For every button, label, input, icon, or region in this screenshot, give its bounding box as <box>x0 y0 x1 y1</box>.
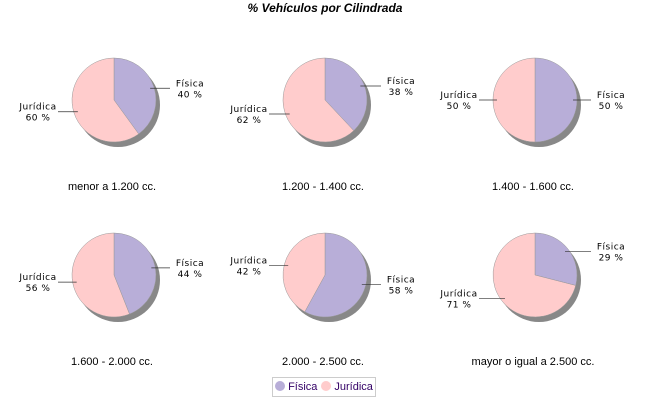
legend-swatch-fisica <box>275 381 286 391</box>
pie-slice-fisica <box>113 232 157 315</box>
legend: Física Jurídica <box>272 377 376 397</box>
slice-label-name: Física <box>597 243 625 253</box>
slice-label-value: 50 % <box>599 102 624 112</box>
pie-category-label: 2.000 - 2.500 cc. <box>282 356 364 368</box>
pie-slice-juridica <box>282 57 355 143</box>
slice-label-name: Física <box>597 91 625 101</box>
slice-label-name: Jurídica <box>439 289 477 299</box>
slice-label-value: 42 % <box>237 268 262 278</box>
slice-label-value: 62 % <box>237 116 262 126</box>
pie-category-label: menor a 1.200 cc. <box>68 181 156 193</box>
slice-label-value: 71 % <box>447 300 472 310</box>
pie-category-label: 1.600 - 2.000 cc. <box>71 356 153 368</box>
slice-label-name: Jurídica <box>18 103 56 113</box>
legend-item-fisica: Física <box>275 381 317 393</box>
slice-label-name: Jurídica <box>439 91 477 101</box>
pie-slice-juridica <box>282 232 326 313</box>
slice-label-name: Física <box>176 259 204 269</box>
slice-label-value: 29 % <box>599 254 624 264</box>
pie-slice-juridica <box>492 57 536 143</box>
pie-slice-juridica <box>492 232 576 318</box>
pie-slice-fisica <box>113 57 157 135</box>
slice-label-name: Jurídica <box>18 273 56 283</box>
slice-label-name: Jurídica <box>229 257 267 267</box>
slice-label-value: 44 % <box>178 270 203 280</box>
slice-label-value: 56 % <box>26 284 51 294</box>
pie-slice-fisica <box>534 232 578 286</box>
pie-category-label: 1.400 - 1.600 cc. <box>492 181 574 193</box>
slice-label-name: Física <box>176 79 204 89</box>
slice-label-name: Física <box>387 275 415 285</box>
legend-swatch-juridica <box>321 381 332 391</box>
slice-label-value: 58 % <box>389 286 414 296</box>
pie-category-label: mayor o igual a 2.500 cc. <box>472 356 595 368</box>
legend-label-fisica: Física <box>288 381 318 393</box>
pie-slice-fisica <box>324 57 368 131</box>
slice-label-value: 50 % <box>447 102 472 112</box>
pie-slice-juridica <box>71 232 130 318</box>
legend-item-juridica: Jurídica <box>321 381 373 393</box>
slice-label-name: Jurídica <box>229 105 267 115</box>
pie-slice-fisica <box>304 232 368 318</box>
slice-label-name: Física <box>387 77 415 87</box>
slice-label-value: 38 % <box>389 88 414 98</box>
chart-title: % Vehículos por Cilindrada <box>247 1 403 15</box>
slice-label-value: 60 % <box>26 114 51 124</box>
pie-category-label: 1.200 - 1.400 cc. <box>282 181 364 193</box>
legend-label-juridica: Jurídica <box>334 381 373 393</box>
pie-slice-juridica <box>71 57 140 143</box>
slice-label-value: 40 % <box>178 90 203 100</box>
